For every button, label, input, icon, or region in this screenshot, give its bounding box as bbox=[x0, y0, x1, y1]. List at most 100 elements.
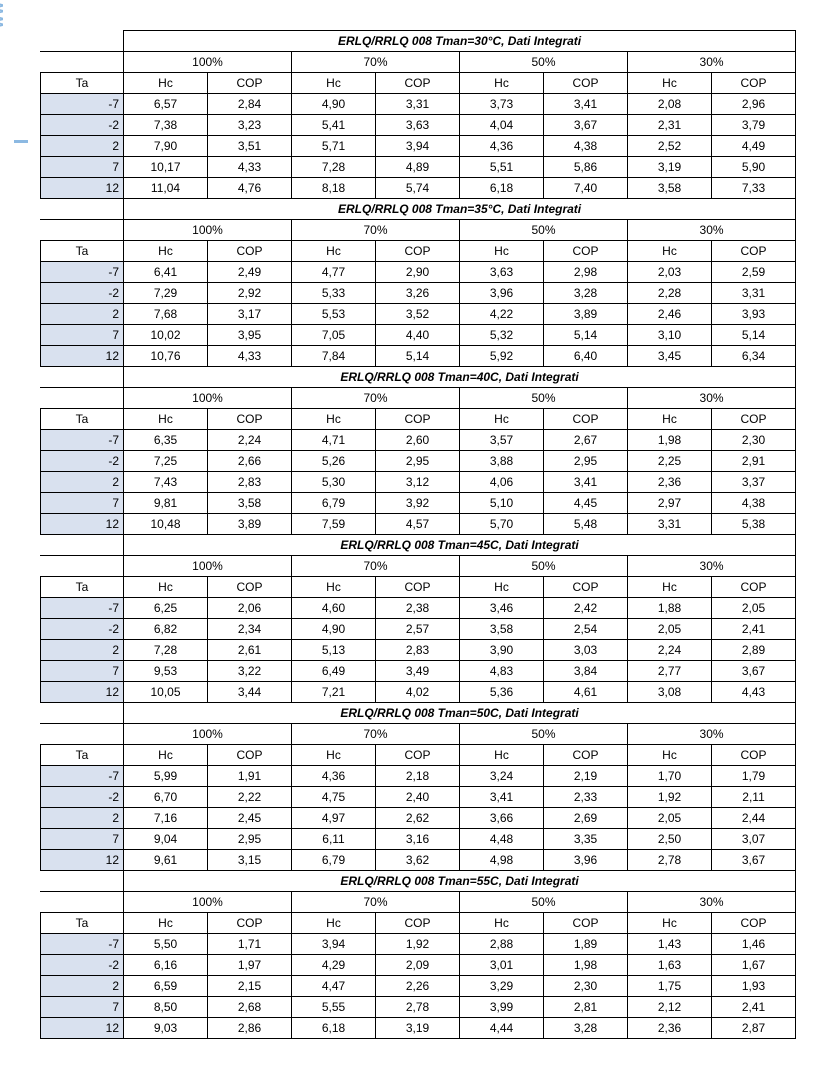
data-cell: 3,96 bbox=[460, 283, 544, 304]
data-cell: 2,96 bbox=[712, 94, 796, 115]
table-row: -26,702,224,752,403,412,331,922,11 bbox=[41, 787, 796, 808]
data-cell: 1,93 bbox=[712, 976, 796, 997]
data-cell: 5,14 bbox=[376, 346, 460, 367]
data-cell: 5,33 bbox=[292, 283, 376, 304]
data-cell: 4,83 bbox=[460, 661, 544, 682]
cop-header: COP bbox=[376, 745, 460, 766]
percent-header: 50% bbox=[460, 220, 628, 241]
data-cell: 3,99 bbox=[460, 997, 544, 1018]
data-cell: 2,84 bbox=[208, 94, 292, 115]
data-cell: 1,97 bbox=[208, 955, 292, 976]
data-cell: 4,22 bbox=[460, 304, 544, 325]
data-cell: 4,89 bbox=[376, 157, 460, 178]
data-cell: 3,51 bbox=[208, 136, 292, 157]
cop-header: COP bbox=[376, 241, 460, 262]
hc-header: Hc bbox=[292, 913, 376, 934]
data-cell: 2,54 bbox=[544, 619, 628, 640]
data-cell: 4,97 bbox=[292, 808, 376, 829]
cop-header: COP bbox=[712, 409, 796, 430]
data-cell: 2,77 bbox=[628, 661, 712, 682]
data-cell: 2,89 bbox=[712, 640, 796, 661]
data-cell: 3,28 bbox=[544, 283, 628, 304]
data-cell: 3,17 bbox=[208, 304, 292, 325]
data-cell: 5,50 bbox=[124, 934, 208, 955]
ta-value: 2 bbox=[41, 640, 124, 661]
cop-header: COP bbox=[712, 73, 796, 94]
data-cell: 3,96 bbox=[544, 850, 628, 871]
table-row: 27,282,615,132,833,903,032,242,89 bbox=[41, 640, 796, 661]
data-cell: 5,48 bbox=[544, 514, 628, 535]
data-cell: 4,38 bbox=[712, 493, 796, 514]
data-cell: 6,16 bbox=[124, 955, 208, 976]
data-cell: 2,06 bbox=[208, 598, 292, 619]
data-cell: 2,46 bbox=[628, 304, 712, 325]
ta-header: Ta bbox=[41, 577, 124, 598]
table-row: 27,162,454,972,623,662,692,052,44 bbox=[41, 808, 796, 829]
data-cell: 2,12 bbox=[628, 997, 712, 1018]
ta-value: 2 bbox=[41, 976, 124, 997]
data-cell: 6,18 bbox=[292, 1018, 376, 1039]
data-cell: 7,28 bbox=[124, 640, 208, 661]
data-table: ERLQ/RRLQ 008 Tman=30°C, Dati Integrati1… bbox=[40, 30, 796, 1039]
data-cell: 4,06 bbox=[460, 472, 544, 493]
percent-header: 50% bbox=[460, 892, 628, 913]
data-cell: 5,30 bbox=[292, 472, 376, 493]
ta-value: 12 bbox=[41, 850, 124, 871]
data-cell: 10,48 bbox=[124, 514, 208, 535]
data-cell: 2,97 bbox=[628, 493, 712, 514]
section-title: ERLQ/RRLQ 008 Tman=55C, Dati Integrati bbox=[124, 871, 796, 892]
data-cell: 8,18 bbox=[292, 178, 376, 199]
data-cell: 3,19 bbox=[376, 1018, 460, 1039]
cop-header: COP bbox=[544, 577, 628, 598]
ta-header: Ta bbox=[41, 73, 124, 94]
data-cell: 7,90 bbox=[124, 136, 208, 157]
hc-header: Hc bbox=[460, 745, 544, 766]
data-cell: 3,19 bbox=[628, 157, 712, 178]
data-cell: 3,67 bbox=[712, 661, 796, 682]
percent-header: 100% bbox=[124, 724, 292, 745]
data-cell: 5,10 bbox=[460, 493, 544, 514]
ta-value: 7 bbox=[41, 829, 124, 850]
hc-header: Hc bbox=[460, 409, 544, 430]
cop-header: COP bbox=[376, 913, 460, 934]
data-cell: 3,46 bbox=[460, 598, 544, 619]
table-row: 710,023,957,054,405,325,143,105,14 bbox=[41, 325, 796, 346]
data-cell: 1,98 bbox=[628, 430, 712, 451]
data-cell: 1,71 bbox=[208, 934, 292, 955]
percent-header: 50% bbox=[460, 724, 628, 745]
cop-header: COP bbox=[208, 577, 292, 598]
data-cell: 2,45 bbox=[208, 808, 292, 829]
data-cell: 4,45 bbox=[544, 493, 628, 514]
hc-header: Hc bbox=[124, 73, 208, 94]
data-cell: 4,90 bbox=[292, 94, 376, 115]
data-cell: 6,79 bbox=[292, 850, 376, 871]
data-cell: 3,10 bbox=[628, 325, 712, 346]
ta-value: -2 bbox=[41, 283, 124, 304]
table-row: 79,533,226,493,494,833,842,773,67 bbox=[41, 661, 796, 682]
data-cell: 5,32 bbox=[460, 325, 544, 346]
data-cell: 3,94 bbox=[292, 934, 376, 955]
data-cell: 1,91 bbox=[208, 766, 292, 787]
hc-header: Hc bbox=[628, 745, 712, 766]
ta-value: -7 bbox=[41, 262, 124, 283]
data-cell: 2,30 bbox=[544, 976, 628, 997]
ta-value: -2 bbox=[41, 619, 124, 640]
data-cell: 3,52 bbox=[376, 304, 460, 325]
data-cell: 4,77 bbox=[292, 262, 376, 283]
data-cell: 2,05 bbox=[628, 619, 712, 640]
ta-header: Ta bbox=[41, 745, 124, 766]
ta-value: -2 bbox=[41, 115, 124, 136]
ta-value: 2 bbox=[41, 136, 124, 157]
ta-header: Ta bbox=[41, 409, 124, 430]
data-cell: 1,92 bbox=[376, 934, 460, 955]
data-cell: 2,50 bbox=[628, 829, 712, 850]
data-cell: 5,41 bbox=[292, 115, 376, 136]
data-cell: 3,63 bbox=[376, 115, 460, 136]
data-cell: 2,26 bbox=[376, 976, 460, 997]
blank-cell bbox=[41, 31, 124, 52]
ta-value: 7 bbox=[41, 325, 124, 346]
table-row: 27,903,515,713,944,364,382,524,49 bbox=[41, 136, 796, 157]
data-cell: 3,24 bbox=[460, 766, 544, 787]
watermark-text: www.da bbox=[0, 0, 8, 28]
hc-header: Hc bbox=[460, 577, 544, 598]
